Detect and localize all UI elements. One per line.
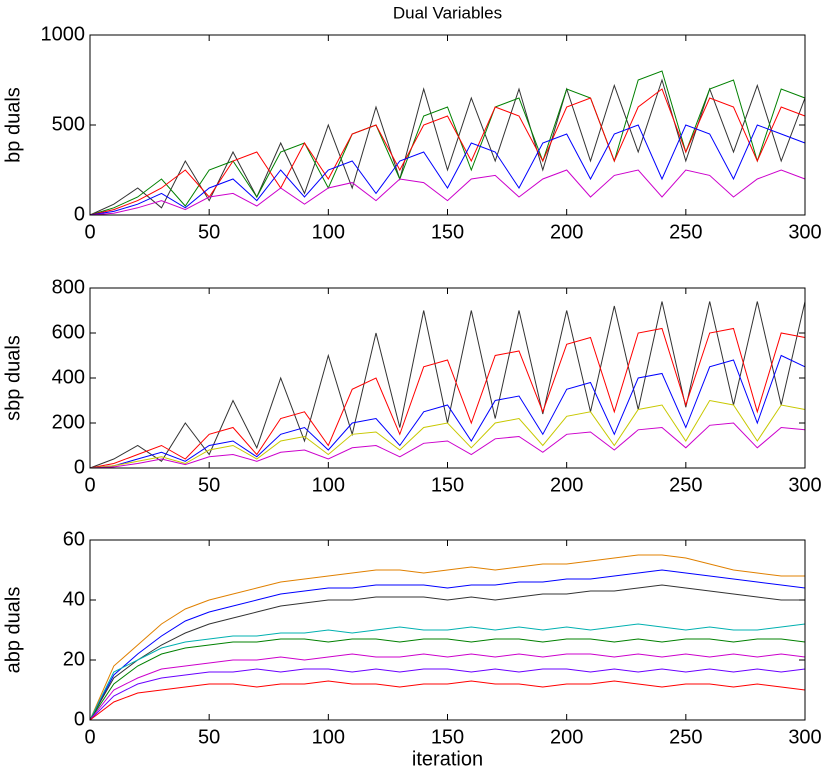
- x-tick-label: 100: [312, 726, 345, 748]
- y-tick-label: 500: [52, 113, 85, 135]
- x-tick-label: 200: [550, 221, 583, 243]
- x-tick-label: 250: [669, 221, 702, 243]
- x-tick-label: 0: [84, 474, 95, 496]
- y-tick-label: 400: [52, 366, 85, 388]
- y-tick-label: 60: [63, 528, 85, 550]
- data-line: [89, 70, 806, 216]
- x-tick-label: 100: [312, 474, 345, 496]
- x-tick-label: 50: [198, 474, 220, 496]
- y-tick-label: 800: [52, 276, 85, 298]
- y-tick-label: 40: [63, 588, 85, 610]
- x-tick-label: 150: [431, 474, 464, 496]
- x-tick-label: 150: [431, 726, 464, 748]
- data-line: [89, 399, 806, 469]
- chart-title: Dual Variables: [393, 3, 502, 22]
- x-axis-label: iteration: [412, 748, 483, 770]
- data-line: [89, 354, 806, 469]
- y-tick-label: 0: [74, 456, 85, 478]
- y-tick-label: 600: [52, 321, 85, 343]
- y-tick-label: 20: [63, 648, 85, 670]
- data-line: [89, 623, 806, 721]
- x-tick-label: 300: [788, 726, 821, 748]
- y-axis-label: abp duals: [2, 587, 24, 674]
- data-line: [89, 653, 806, 721]
- x-tick-label: 150: [431, 221, 464, 243]
- data-line: [89, 422, 806, 469]
- data-line: [89, 680, 806, 721]
- y-axis-label: sbp duals: [2, 335, 24, 421]
- x-tick-label: 250: [669, 726, 702, 748]
- y-axis-label: bp duals: [2, 87, 24, 163]
- x-tick-label: 300: [788, 221, 821, 243]
- y-tick-label: 1000: [41, 23, 86, 45]
- data-line: [89, 638, 806, 721]
- y-tick-label: 0: [74, 708, 85, 730]
- data-line: [89, 78, 806, 216]
- x-tick-label: 200: [550, 474, 583, 496]
- x-tick-label: 0: [84, 221, 95, 243]
- x-tick-label: 250: [669, 474, 702, 496]
- data-line: [89, 301, 806, 469]
- data-line: [89, 554, 805, 721]
- x-tick-label: 100: [312, 221, 345, 243]
- data-line: [89, 169, 806, 216]
- x-tick-label: 50: [198, 221, 220, 243]
- x-tick-label: 50: [198, 726, 220, 748]
- data-line: [89, 327, 806, 469]
- y-tick-label: 0: [74, 203, 85, 225]
- data-line: [89, 668, 806, 721]
- x-tick-label: 200: [550, 726, 583, 748]
- y-tick-label: 200: [52, 411, 85, 433]
- data-line: [89, 569, 806, 721]
- data-line: [89, 124, 806, 216]
- x-tick-label: 300: [788, 474, 821, 496]
- x-tick-label: 0: [84, 726, 95, 748]
- data-line: [89, 584, 805, 721]
